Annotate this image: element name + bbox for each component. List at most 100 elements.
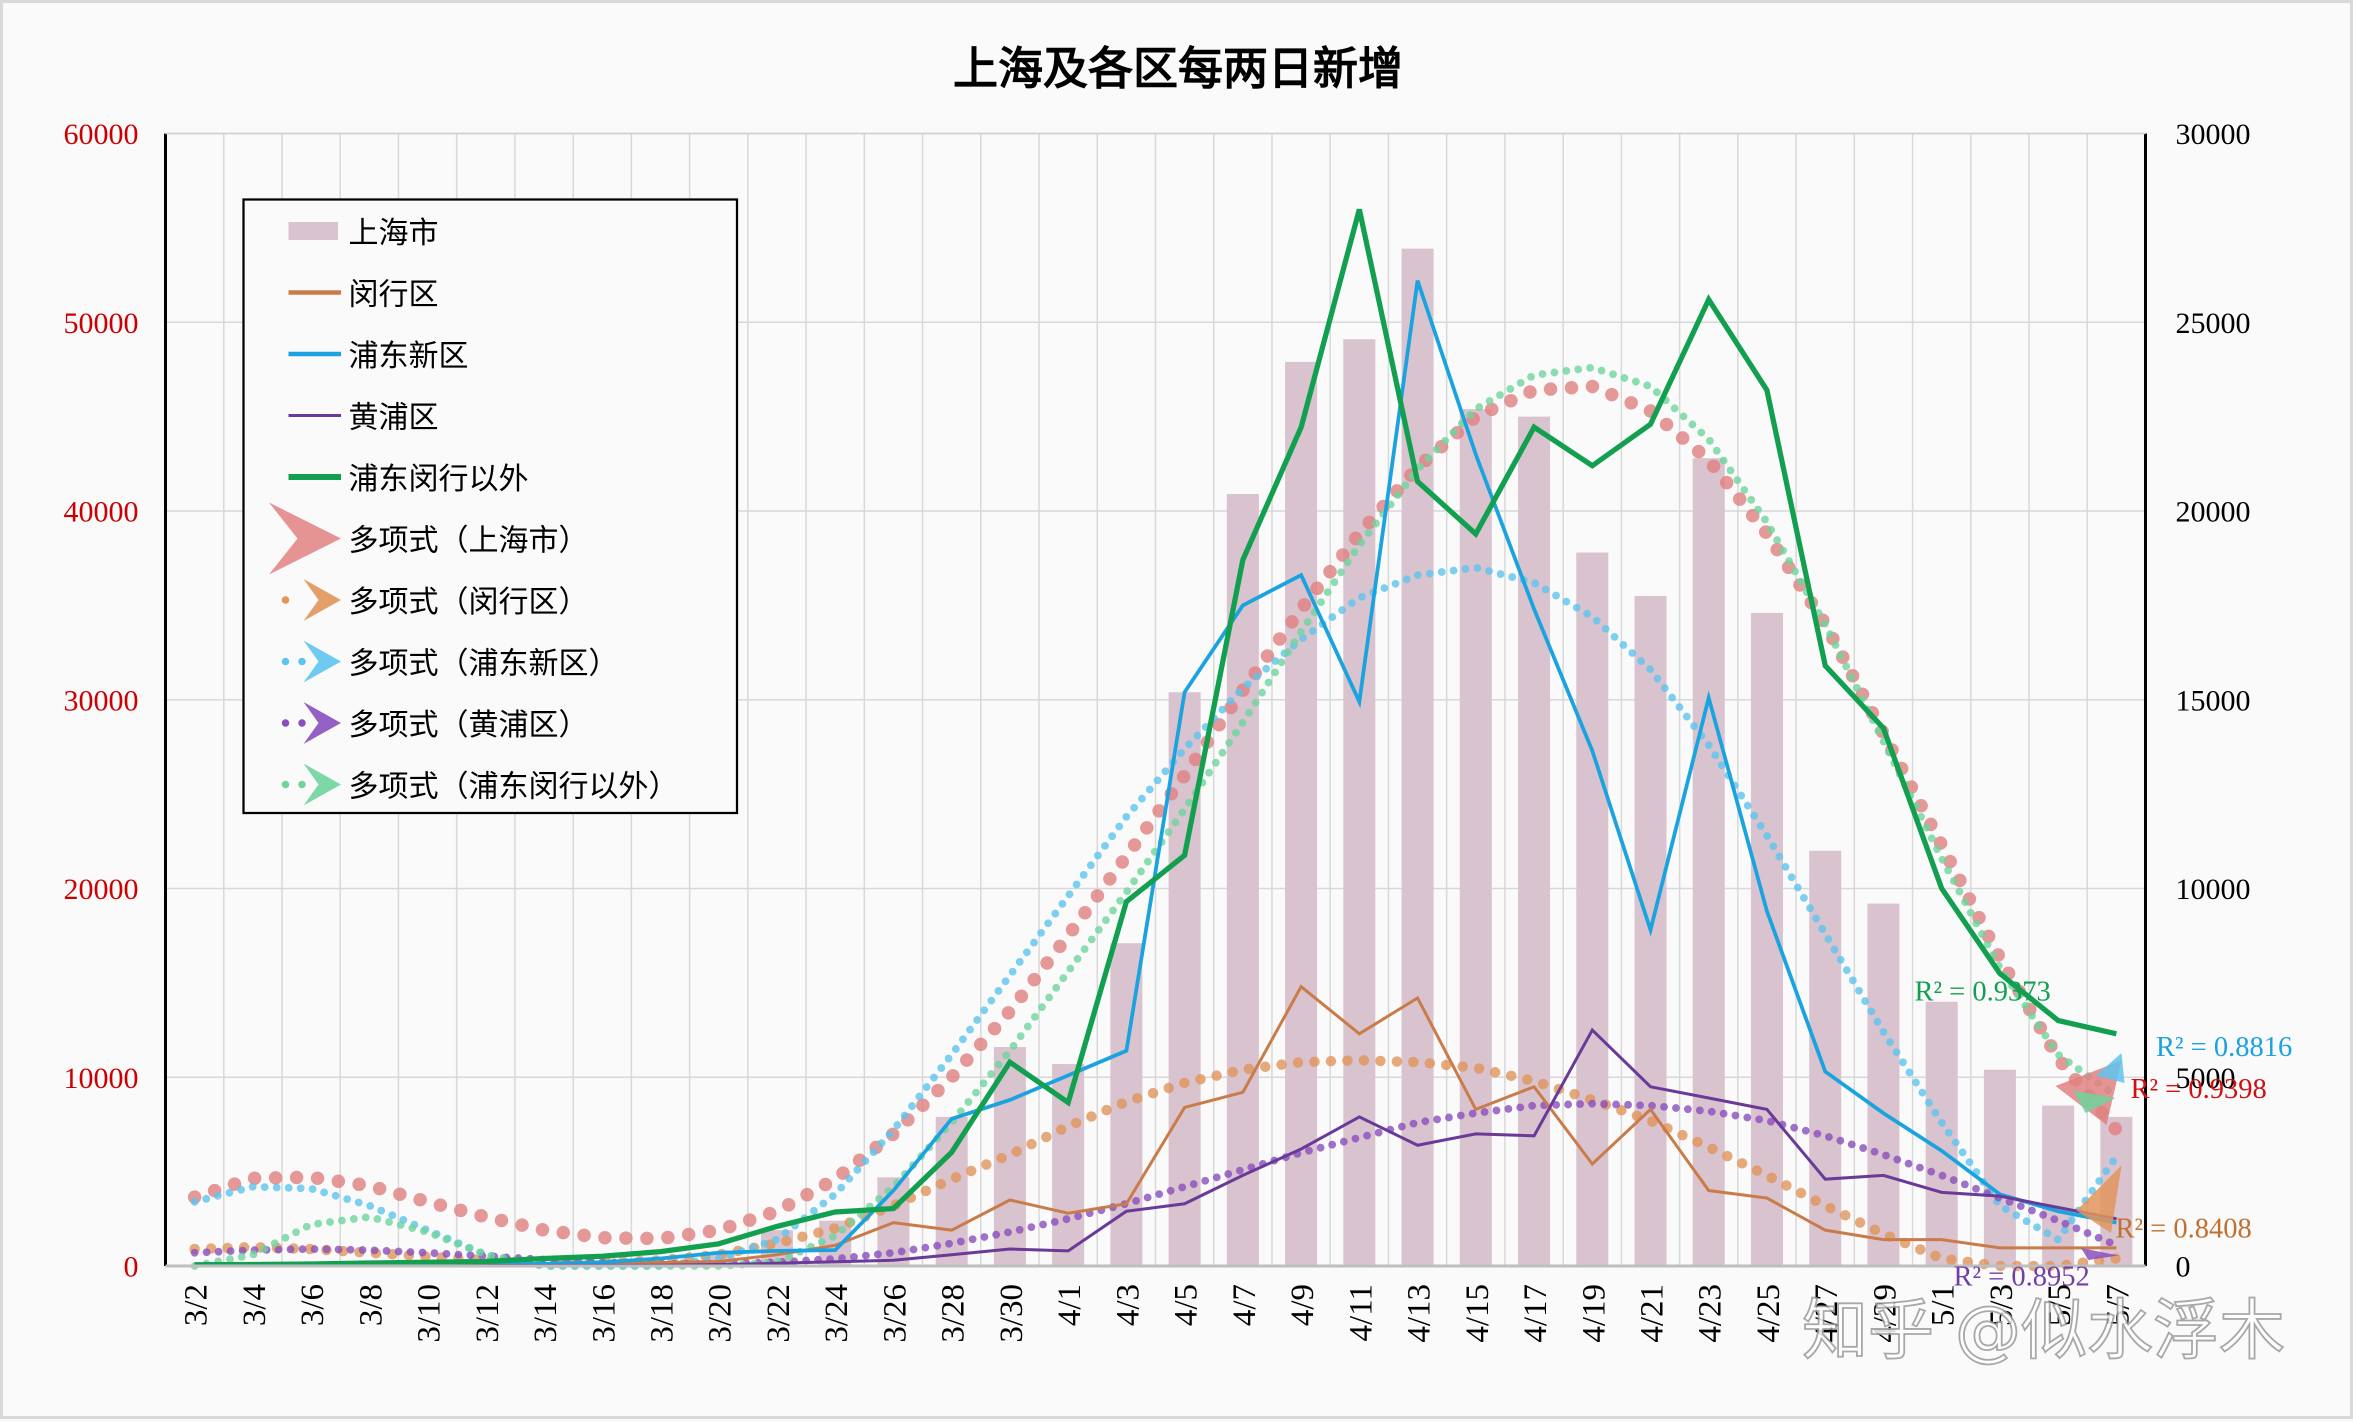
trend-dot [1915, 1244, 1926, 1255]
trend-dot [1030, 938, 1038, 947]
trend-dot [1038, 1003, 1046, 1012]
trend-dot [1879, 1028, 1888, 1036]
trend-dot [1138, 794, 1146, 803]
trend-dot [964, 1098, 973, 1106]
trend-dot [1338, 606, 1346, 615]
trend-dot [1697, 428, 1706, 437]
line-series [194, 208, 2117, 1268]
trend-dot [1292, 1057, 1304, 1068]
trend-dot [268, 1171, 283, 1185]
trend-dot [987, 996, 996, 1005]
trend-dot [1409, 1119, 1418, 1128]
trend-dot [1260, 649, 1275, 663]
trend-dot [1401, 481, 1410, 490]
trend-dot [1357, 538, 1366, 547]
legend-item: 上海市 [288, 216, 439, 251]
trend-dot [1176, 769, 1191, 784]
trend-dot [2028, 1206, 2036, 1215]
trend-dot [1949, 1176, 1958, 1184]
trend-dot [1960, 1180, 1969, 1189]
trend-dot [1297, 628, 1305, 636]
trend-dot [981, 1159, 992, 1170]
trend-dot [2064, 1058, 2073, 1067]
trend-dot [1779, 546, 1787, 555]
x-axis-tick-label: 3/12 [470, 1284, 506, 1343]
trend-dot [289, 1170, 304, 1185]
x-axis-tick-label: 4/17 [1518, 1284, 1554, 1343]
trend-dot [1543, 382, 1558, 396]
trend-dot [453, 1203, 468, 1218]
trend-dot [577, 1228, 591, 1243]
trend-dot [1052, 983, 1061, 992]
trend-dot [1812, 914, 1821, 923]
trend-dot [1299, 634, 1307, 642]
trend-dot [847, 1218, 856, 1226]
trend-dot [1874, 726, 1883, 735]
trend-dot [1358, 592, 1366, 601]
trend-dot [1719, 456, 1728, 465]
legend-swatch-arrow-icon [303, 579, 341, 621]
trend-dot [1692, 1136, 1703, 1148]
trend-dot [1008, 967, 1017, 976]
trend-dot [1882, 1151, 1890, 1160]
trend-dot [1516, 1103, 1525, 1112]
legend-swatch-dot [281, 780, 290, 789]
trend-dot [1143, 857, 1152, 866]
trend-dot [1870, 1147, 1879, 1156]
trend-dot [1962, 1256, 1974, 1268]
trend-dot [1854, 1217, 1866, 1228]
trend-dot [2041, 1031, 2050, 1040]
trend-dot [873, 1250, 882, 1259]
trend-dot [1726, 466, 1735, 475]
trend-dot [1972, 919, 1981, 928]
trend-dot [1918, 1088, 1927, 1097]
trend-dot [1185, 740, 1193, 749]
trend-dot [1958, 1148, 1967, 1157]
trend-dot [1317, 598, 1325, 607]
bar [1692, 458, 1725, 1266]
trend-dot [2043, 1229, 2052, 1238]
trend-dot [1597, 366, 1606, 375]
trend-dot [302, 1222, 311, 1231]
trend-dot [1527, 372, 1535, 381]
x-axis-tick-label: 4/25 [1751, 1284, 1787, 1343]
trend-dot [1375, 1055, 1386, 1067]
trend-dot [1363, 1131, 1371, 1140]
trend-dot [248, 1182, 257, 1191]
trend-dot [1489, 1066, 1501, 1078]
trend-dot [430, 1249, 439, 1258]
trend-dot [922, 1083, 931, 1091]
trend-dot [1163, 1082, 1174, 1094]
trend-dot [394, 1247, 403, 1256]
trend-dot [1925, 1098, 1933, 1107]
trend-dot [406, 1248, 415, 1256]
trend-dot [418, 1248, 427, 1257]
huangpu-trend-arrowhead [2081, 1248, 2119, 1260]
trend-dot [361, 1213, 370, 1222]
x-axis-tick-label: 4/7 [1227, 1284, 1263, 1326]
trend-dot [1272, 632, 1287, 646]
trend-dot [1271, 657, 1280, 665]
trend-dot [358, 1246, 367, 1254]
trend-dot [1677, 1129, 1688, 1141]
trend-dot [1564, 381, 1579, 395]
trend-dot [1323, 564, 1337, 579]
trend-dot [1522, 1074, 1533, 1085]
legend-item: 闵行区 [288, 278, 439, 313]
trend-dot [1449, 566, 1458, 575]
trend-dot [946, 1069, 960, 1083]
trend-dot [1309, 1056, 1320, 1067]
legend-swatch-dot [298, 719, 306, 727]
trend-dot [933, 1241, 942, 1250]
bar [1401, 248, 1434, 1266]
trend-dot [1475, 403, 1484, 411]
trend-dot [908, 1102, 916, 1110]
trend-dot [1147, 1087, 1159, 1099]
trend-dot [515, 1218, 529, 1232]
trend-dot [2012, 1211, 2021, 1220]
trend-dot [1688, 420, 1697, 429]
x-axis-tick-label: 4/23 [1693, 1284, 1729, 1343]
trend-dot [1041, 1131, 1052, 1143]
trend-dot [1078, 906, 1092, 920]
trend-dot [1145, 785, 1154, 794]
